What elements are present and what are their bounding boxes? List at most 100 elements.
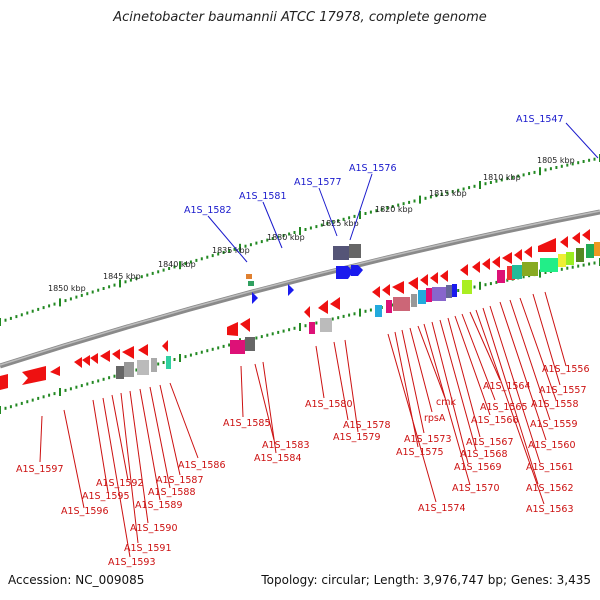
minor-tick (86, 292, 89, 296)
minor-tick (369, 308, 372, 312)
minor-tick (577, 264, 580, 268)
reverse-gene (100, 350, 110, 362)
minor-tick (577, 161, 580, 165)
minor-tick (200, 257, 203, 261)
forward-gene (248, 281, 254, 286)
minor-tick (391, 205, 394, 208)
reverse-gene (309, 322, 315, 334)
forward-labels: A1S_1547 A1S_1576 A1S_1577 A1S_1581 A1S_… (184, 114, 564, 216)
minor-tick (331, 317, 334, 321)
minor-tick (571, 265, 574, 269)
reverse-gene (572, 232, 580, 244)
topology-text: Topology: circular; Length: 3,976,747 bp… (261, 573, 591, 587)
kbp-label: 1815 kbp (429, 189, 467, 198)
minor-tick (140, 275, 143, 279)
major-tick (299, 227, 301, 235)
minor-tick (217, 346, 220, 350)
minor-tick (69, 387, 72, 391)
minor-tick (522, 275, 525, 279)
minor-tick (184, 262, 187, 266)
reverse-gene (514, 249, 522, 261)
minor-tick (544, 271, 547, 274)
minor-tick (20, 313, 23, 317)
minor-tick (320, 223, 323, 227)
minor-tick (146, 273, 149, 277)
gene-label-A1S-1547: A1S_1547 (516, 114, 564, 125)
reverse-gene (594, 242, 600, 256)
gene-label-A1S-1588: A1S_1588 (148, 487, 196, 498)
minor-tick (228, 249, 231, 253)
reverse-gene (151, 358, 157, 372)
gene-label-A1S-1564: A1S_1564 (483, 381, 531, 392)
forward-gene (333, 246, 349, 260)
minor-tick (571, 162, 574, 166)
reverse-gene (137, 360, 149, 375)
reverse-gene (320, 318, 332, 332)
minor-tick (135, 276, 138, 280)
minor-tick (588, 158, 591, 162)
reverse-gene (50, 366, 60, 376)
major-tick (539, 269, 541, 278)
reverse-gene (112, 349, 120, 360)
forward-gene (288, 284, 294, 296)
forward-label-lines (207, 122, 599, 263)
minor-tick (326, 222, 329, 226)
minor-tick (337, 316, 340, 320)
reverse-gene (582, 229, 590, 241)
minor-tick (157, 362, 160, 366)
forward-gene (336, 266, 353, 279)
minor-tick (566, 266, 569, 270)
gene-label-A1S-1579: A1S_1579 (333, 432, 381, 443)
gene-label-A1S-1595: A1S_1595 (82, 491, 130, 502)
reverse-gene (74, 357, 82, 368)
minor-tick (168, 267, 171, 270)
reverse-gene (408, 277, 418, 290)
minor-tick (69, 297, 72, 301)
reverse-gene (124, 362, 134, 377)
gene-label-A1S-1582: A1S_1582 (184, 205, 232, 216)
minor-tick (309, 226, 312, 230)
gene-label-A1S-1591: A1S_1591 (124, 543, 172, 554)
gene-label-A1S-1587: A1S_1587 (156, 475, 204, 486)
minor-tick (353, 312, 356, 316)
minor-tick (288, 328, 291, 332)
major-tick (239, 243, 241, 252)
minor-tick (495, 179, 498, 183)
minor-tick (195, 352, 198, 356)
minor-tick (206, 349, 209, 353)
major-tick (119, 279, 121, 288)
kbp-label: 1810 kbp (483, 173, 521, 182)
minor-tick (157, 270, 160, 274)
minor-tick (380, 207, 383, 211)
minor-tick (102, 377, 105, 381)
minor-tick (189, 260, 192, 264)
major-tick (0, 406, 1, 414)
reverse-gene (430, 272, 438, 284)
minor-tick (593, 157, 596, 161)
minor-tick (42, 395, 45, 399)
reverse-gene (304, 306, 310, 318)
gene-label-A1S-1559: A1S_1559 (530, 419, 578, 430)
kbp-labels: 1805 kbp 1810 kbp 1815 kbp 1820 kbp 1825… (48, 156, 575, 293)
minor-tick (549, 167, 552, 171)
minor-tick (386, 206, 389, 210)
gene-label-A1S-1562: A1S_1562 (526, 483, 574, 494)
minor-tick (462, 187, 465, 191)
kbp-label: 1835 kbp (212, 246, 250, 255)
reverse-gene (460, 264, 468, 276)
minor-tick (277, 330, 280, 334)
minor-tick (80, 293, 83, 297)
gene-label-A1S-1575: A1S_1575 (396, 447, 444, 458)
minor-tick (9, 316, 12, 320)
genome-backbone (0, 209, 600, 369)
major-tick (479, 281, 481, 290)
gene-label-A1S-1586: A1S_1586 (178, 460, 226, 471)
minor-tick (304, 228, 307, 231)
minor-tick (9, 405, 12, 409)
minor-tick (342, 314, 345, 318)
reverse-gene (432, 287, 446, 301)
minor-tick (135, 368, 138, 372)
reverse-gene (82, 355, 90, 366)
reverse-gene (122, 346, 134, 359)
reverse-gene (418, 290, 426, 304)
